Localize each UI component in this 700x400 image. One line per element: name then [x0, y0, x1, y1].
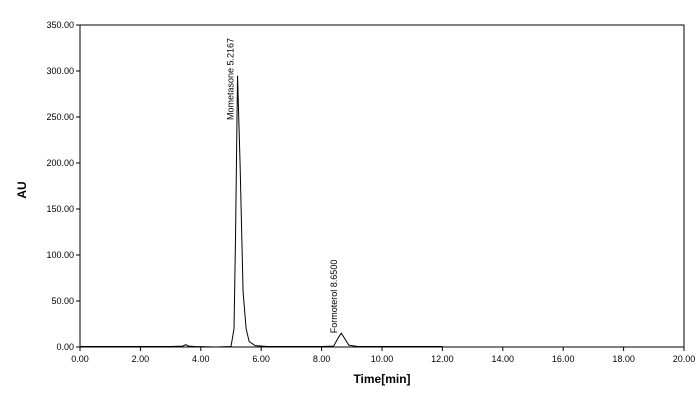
x-tick-label: 4.00	[192, 354, 210, 364]
y-tick-label: 100.00	[46, 250, 74, 260]
peak-label: Formoterol 8.6500	[329, 260, 339, 334]
chromatogram-line	[80, 75, 443, 348]
y-tick-label: 50.00	[51, 296, 74, 306]
x-axis-label: Time[min]	[353, 372, 410, 386]
y-tick-label: 350.00	[46, 20, 74, 30]
x-tick-label: 6.00	[252, 354, 270, 364]
y-tick-label: 200.00	[46, 158, 74, 168]
x-tick-label: 20.00	[673, 354, 696, 364]
plot-frame	[79, 24, 685, 348]
y-tick-label: 250.00	[46, 112, 74, 122]
x-tick-label: 12.00	[431, 354, 454, 364]
x-tick-label: 18.00	[612, 354, 635, 364]
x-tick-label: 16.00	[552, 354, 575, 364]
x-tick-label: 0.00	[71, 354, 89, 364]
y-tick-label: 0.00	[56, 342, 74, 352]
x-tick-label: 10.00	[371, 354, 394, 364]
x-tick-label: 8.00	[313, 354, 331, 364]
peak-label: Mometasone 5.2167	[226, 38, 236, 120]
y-tick-label: 300.00	[46, 66, 74, 76]
y-axis-label: AU	[15, 181, 29, 198]
x-tick-label: 14.00	[492, 354, 515, 364]
y-tick-label: 150.00	[46, 204, 74, 214]
x-tick-label: 2.00	[132, 354, 150, 364]
